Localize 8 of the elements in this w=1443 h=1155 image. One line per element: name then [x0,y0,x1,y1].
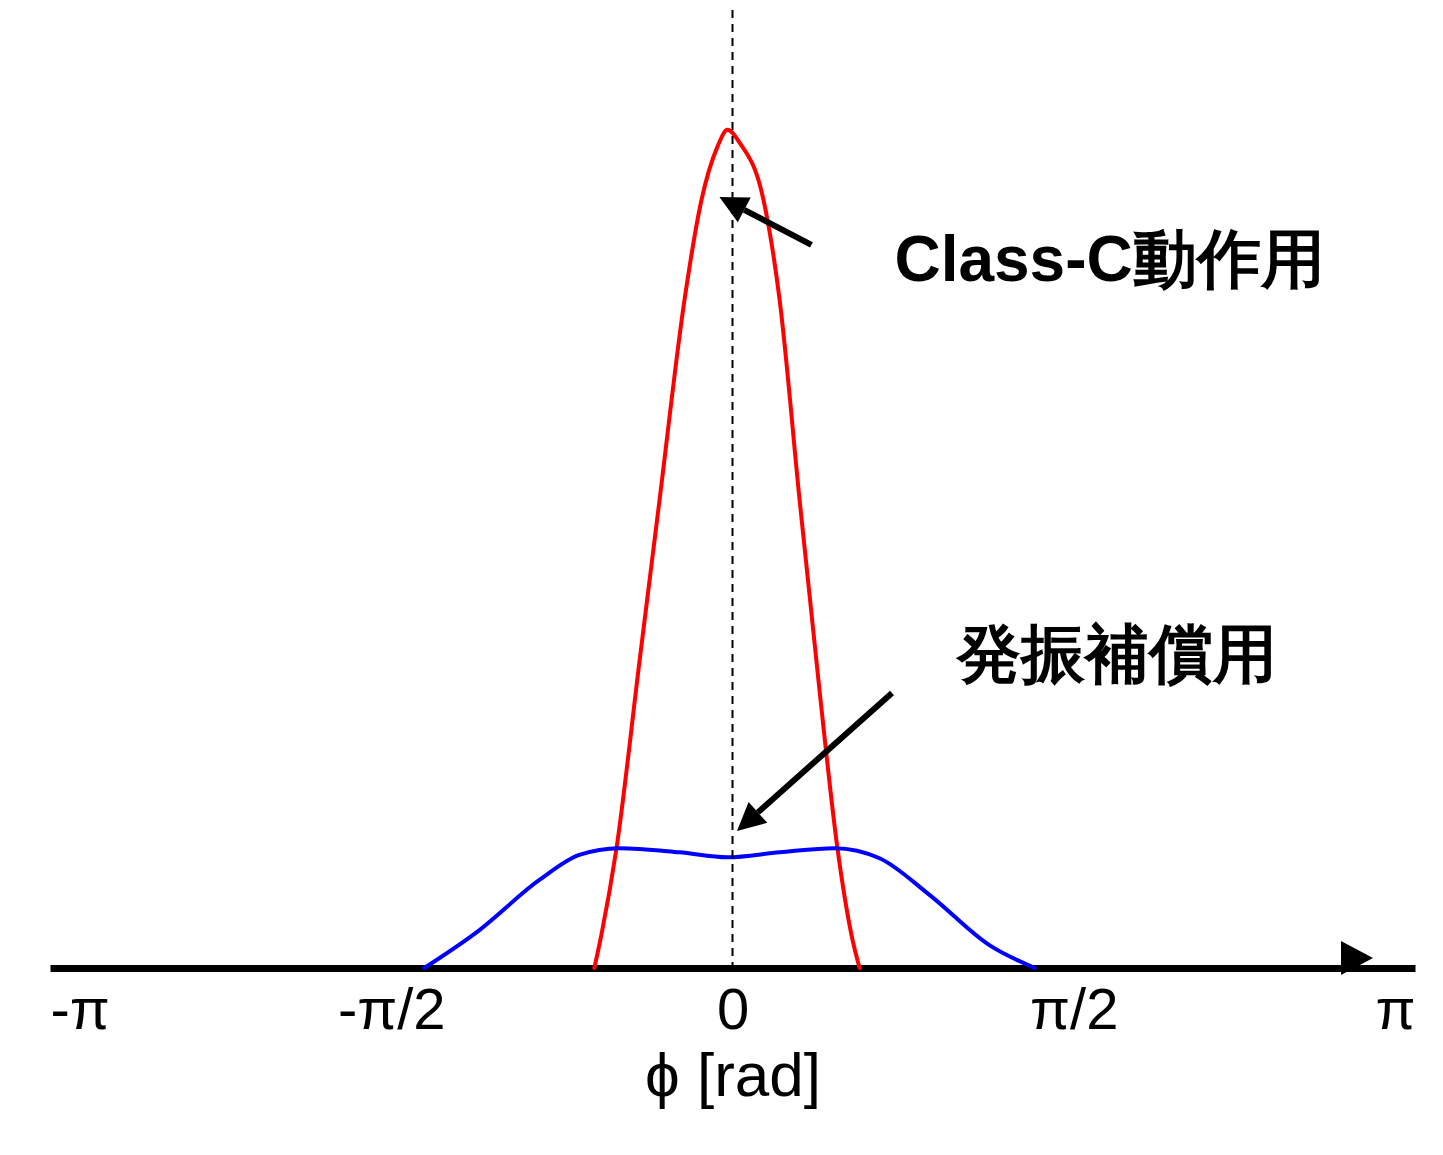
x-tick-label: -π/2 [337,975,446,1041]
x-tick-label: 0 [716,975,750,1041]
annotation: 発振補償用 [955,618,1277,690]
x-axis-title: ϕ [rad] [644,1039,822,1109]
annotation: Class-C動作用 [894,222,1325,295]
x-tick-label: π [1375,975,1416,1041]
x-tick-label: π/2 [1030,975,1119,1041]
x-tick-label: -π [50,975,110,1041]
